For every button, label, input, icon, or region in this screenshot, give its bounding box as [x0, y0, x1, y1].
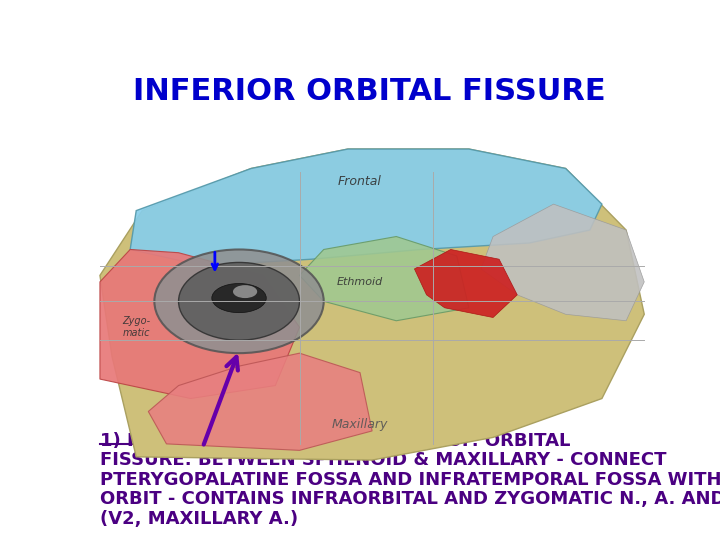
Text: FISSURE: BETWEEN SPHENOID & MAXILLARY - CONNECT: FISSURE: BETWEEN SPHENOID & MAXILLARY - … [100, 451, 667, 469]
Ellipse shape [154, 249, 324, 353]
Circle shape [233, 285, 257, 298]
Circle shape [212, 284, 266, 313]
Polygon shape [100, 149, 644, 460]
Text: 1) INFERIOR ORBITAL FISSURE: 1) INFERIOR ORBITAL FISSURE [100, 431, 405, 449]
Text: ORBIT - CONTAINS INFRAORBITAL AND ZYGOMATIC N., A. AND V.: ORBIT - CONTAINS INFRAORBITAL AND ZYGOMA… [100, 490, 720, 508]
Text: (V2, MAXILLARY A.): (V2, MAXILLARY A.) [100, 510, 298, 528]
Text: - SLIT BELOW SUP. ORBITAL: - SLIT BELOW SUP. ORBITAL [293, 431, 570, 449]
Polygon shape [148, 353, 372, 450]
Text: Zygo-
matic: Zygo- matic [122, 316, 150, 338]
Text: Ethmoid: Ethmoid [337, 277, 383, 287]
Text: Frontal: Frontal [338, 175, 382, 188]
Ellipse shape [179, 262, 300, 340]
Polygon shape [481, 204, 644, 321]
Polygon shape [100, 249, 300, 399]
Text: Maxillary: Maxillary [332, 418, 388, 431]
Polygon shape [415, 249, 517, 318]
Polygon shape [130, 149, 602, 266]
Text: INFERIOR ORBITAL FISSURE: INFERIOR ORBITAL FISSURE [132, 77, 606, 106]
Polygon shape [300, 237, 469, 321]
Text: PTERYGOPALATINE FOSSA AND INFRATEMPORAL FOSSA WITH: PTERYGOPALATINE FOSSA AND INFRATEMPORAL … [100, 471, 720, 489]
